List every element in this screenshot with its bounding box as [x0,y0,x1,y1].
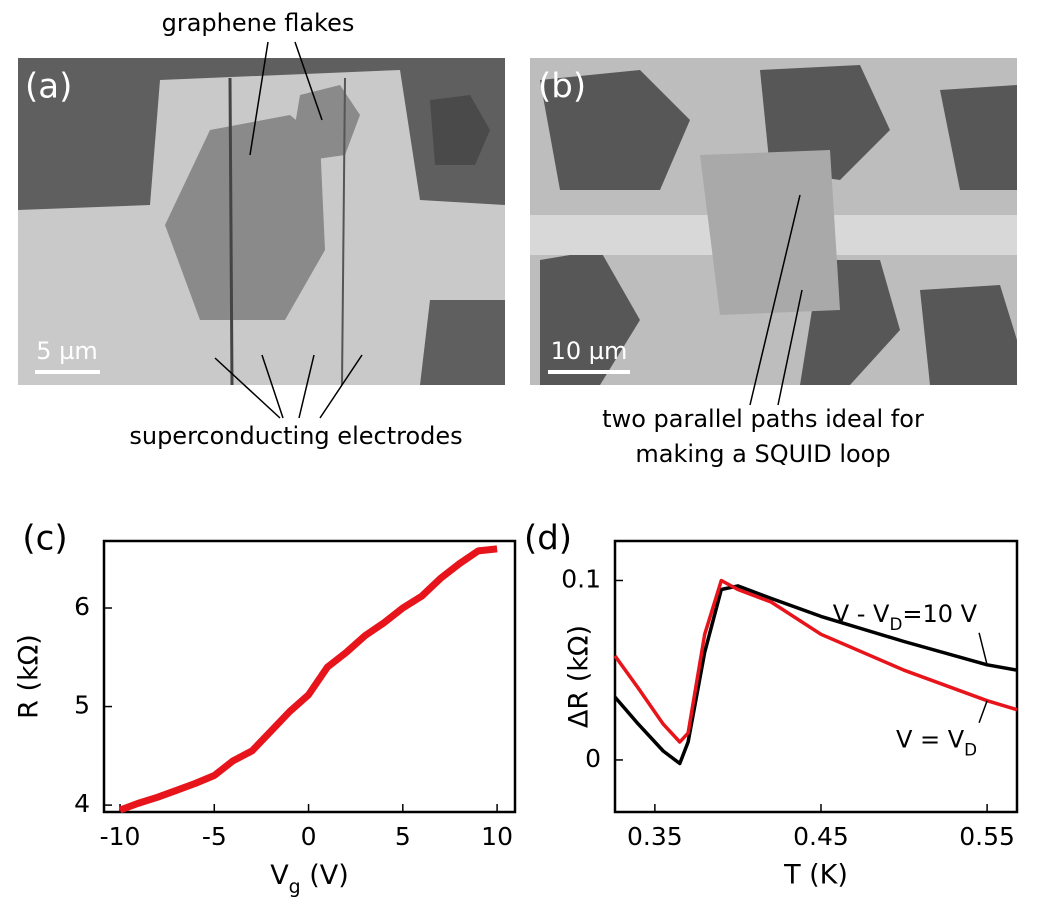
series-label: V - VD=10 V [833,600,978,634]
annotation: graphene flakes [162,9,355,37]
x-tick-label: 0.55 [959,822,1015,851]
label-part: V - V [833,600,890,628]
data-line [613,584,1018,766]
label-part: g [289,876,301,898]
panel-label: (a) [25,67,72,107]
label-part: D [889,614,902,634]
scale-bar-label: 10 µm [551,337,628,365]
label-part: (V) [301,860,349,891]
panel-label: (b) [538,67,586,107]
leader-line [978,700,988,723]
y-tick-label: 0 [585,744,601,773]
x-tick-label: -5 [202,822,227,851]
plot-frame [613,539,1019,814]
data-line [613,578,1018,744]
y-axis-label: R (kΩ) [14,634,45,719]
y-axis-label: ΔR (kΩ) [564,625,595,728]
leader-line [978,632,988,666]
data-line [118,545,498,814]
x-tick-label: 5 [395,822,411,851]
series-label: V = VD [896,726,977,760]
y-tick-label: 6 [74,592,90,621]
label-part: D [964,740,977,760]
x-tick-label: 0.45 [793,822,849,851]
panel-label: (c) [22,519,67,559]
x-tick-label: -10 [100,822,141,851]
x-tick-label: 10 [481,822,513,851]
x-axis-label: T (K) [783,860,848,891]
micrograph-b [530,58,1017,385]
annotation: making a SQUID loop [635,440,890,468]
y-tick-label: 4 [74,789,90,818]
annotation: superconducting electrodes [129,422,462,450]
annotation: two parallel paths ideal for [602,405,924,433]
label-part: V [270,860,289,891]
label-part: V = V [896,726,965,754]
y-tick-label: 0.1 [561,564,601,593]
x-tick-label: 0 [301,822,317,851]
panel-label: (d) [524,519,572,559]
micrograph-a [18,58,505,386]
x-tick-label: 0.35 [627,822,683,851]
x-axis-label: Vg (V) [270,860,349,898]
label-part: =10 V [902,600,977,628]
plot-frame [102,539,517,814]
scale-bar-label: 5 µm [36,337,98,365]
y-tick-label: 5 [74,691,90,720]
